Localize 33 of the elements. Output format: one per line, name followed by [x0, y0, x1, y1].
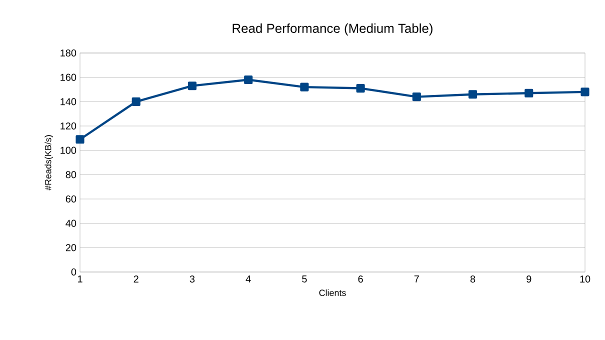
- point: [468, 90, 478, 99]
- point: [244, 75, 253, 84]
- y-tick-label: 100: [60, 146, 76, 154]
- x-tick-label: 1: [78, 276, 82, 282]
- point: [580, 88, 590, 96]
- point: [76, 135, 84, 144]
- y-tick-label: 0: [71, 268, 76, 276]
- y-tick-label: 120: [60, 122, 76, 130]
- x-tick-label: 10: [580, 276, 590, 283]
- x-tick-label: 2: [134, 276, 138, 282]
- x-tick-label: 3: [190, 276, 195, 283]
- y-tick-label: 20: [66, 244, 76, 252]
- x-tick-label: 6: [358, 276, 363, 283]
- y-tick-label: 40: [66, 220, 76, 227]
- y-tick-label: 140: [60, 98, 76, 106]
- y-tick-label: 60: [66, 195, 76, 203]
- point: [132, 97, 140, 106]
- x-tick-label: 4: [246, 276, 251, 282]
- x-tick-label: 9: [526, 276, 532, 283]
- x-tick-label: 7: [414, 276, 419, 282]
- y-axis-title: #Reads(KB/s): [44, 135, 54, 190]
- x-tick-label: 5: [302, 276, 307, 282]
- point: [188, 82, 197, 90]
- x-tick-label: 8: [470, 276, 476, 283]
- y-tick-label: 180: [60, 49, 76, 57]
- point: [412, 92, 421, 102]
- point: [356, 84, 365, 93]
- x-axis-title: Clients: [319, 289, 346, 296]
- point: [300, 82, 309, 92]
- chart-title: Read Performance (Medium Table): [232, 23, 432, 36]
- y-tick-label: 80: [66, 171, 76, 178]
- point: [524, 88, 534, 98]
- y-tick-label: 160: [60, 74, 76, 81]
